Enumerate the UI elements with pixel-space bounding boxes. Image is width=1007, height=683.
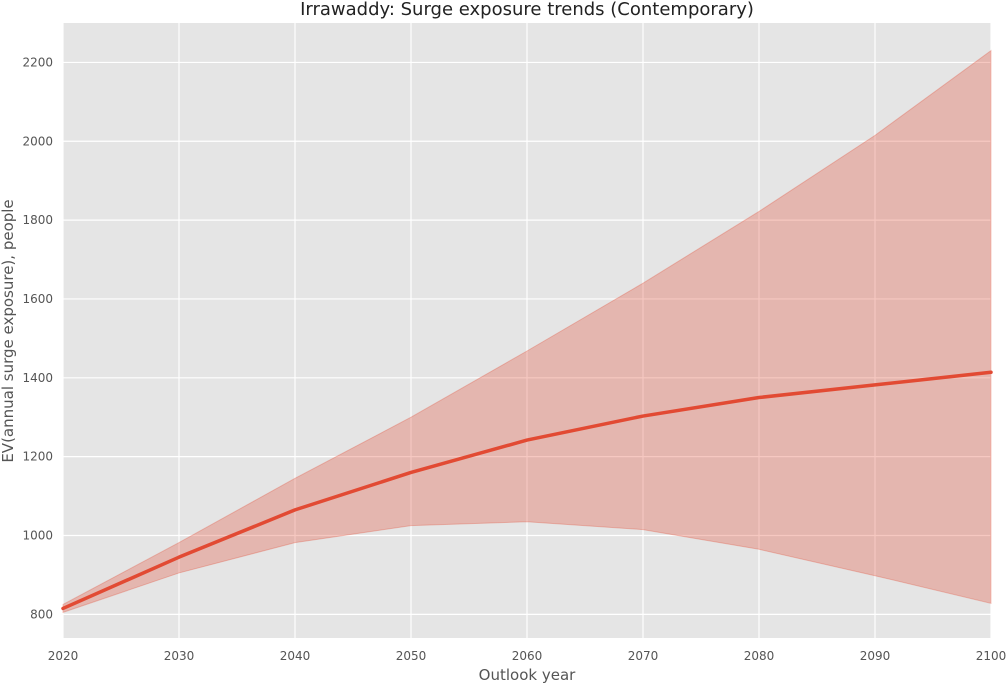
x-tick-label: 2050 <box>396 649 427 663</box>
y-tick-label: 1600 <box>22 292 53 306</box>
y-tick-label: 1000 <box>22 529 53 543</box>
gridlines <box>62 23 992 638</box>
confidence-band <box>62 49 992 614</box>
x-tick-labels: 2020 2030 2040 2050 2060 2070 2080 2090 2100 <box>48 649 1007 663</box>
y-tick-label: 1800 <box>22 213 53 227</box>
x-tick-label: 2070 <box>628 649 659 663</box>
y-axis-label: EV(annual surge exposure), people <box>0 199 17 462</box>
y-tick-label: 2200 <box>22 55 53 69</box>
chart-title: Irrawaddy: Surge exposure trends (Contem… <box>300 0 754 20</box>
series-line <box>61 370 993 611</box>
y-tick-labels: 800 1000 1200 1400 1600 1800 2000 2200 <box>22 55 53 621</box>
y-tick-label: 800 <box>30 607 53 621</box>
x-tick-label: 2080 <box>744 649 775 663</box>
x-tick-label: 2060 <box>512 649 543 663</box>
x-axis-label: Outlook year <box>479 666 576 683</box>
x-tick-label: 2090 <box>860 649 891 663</box>
x-tick-label: 2030 <box>164 649 195 663</box>
x-tick-label: 2020 <box>48 649 79 663</box>
y-tick-label: 1400 <box>22 371 53 385</box>
y-tick-label: 1200 <box>22 450 53 464</box>
x-tick-label: 2100 <box>976 649 1007 663</box>
y-tick-label: 2000 <box>22 134 53 148</box>
x-tick-label: 2040 <box>280 649 311 663</box>
